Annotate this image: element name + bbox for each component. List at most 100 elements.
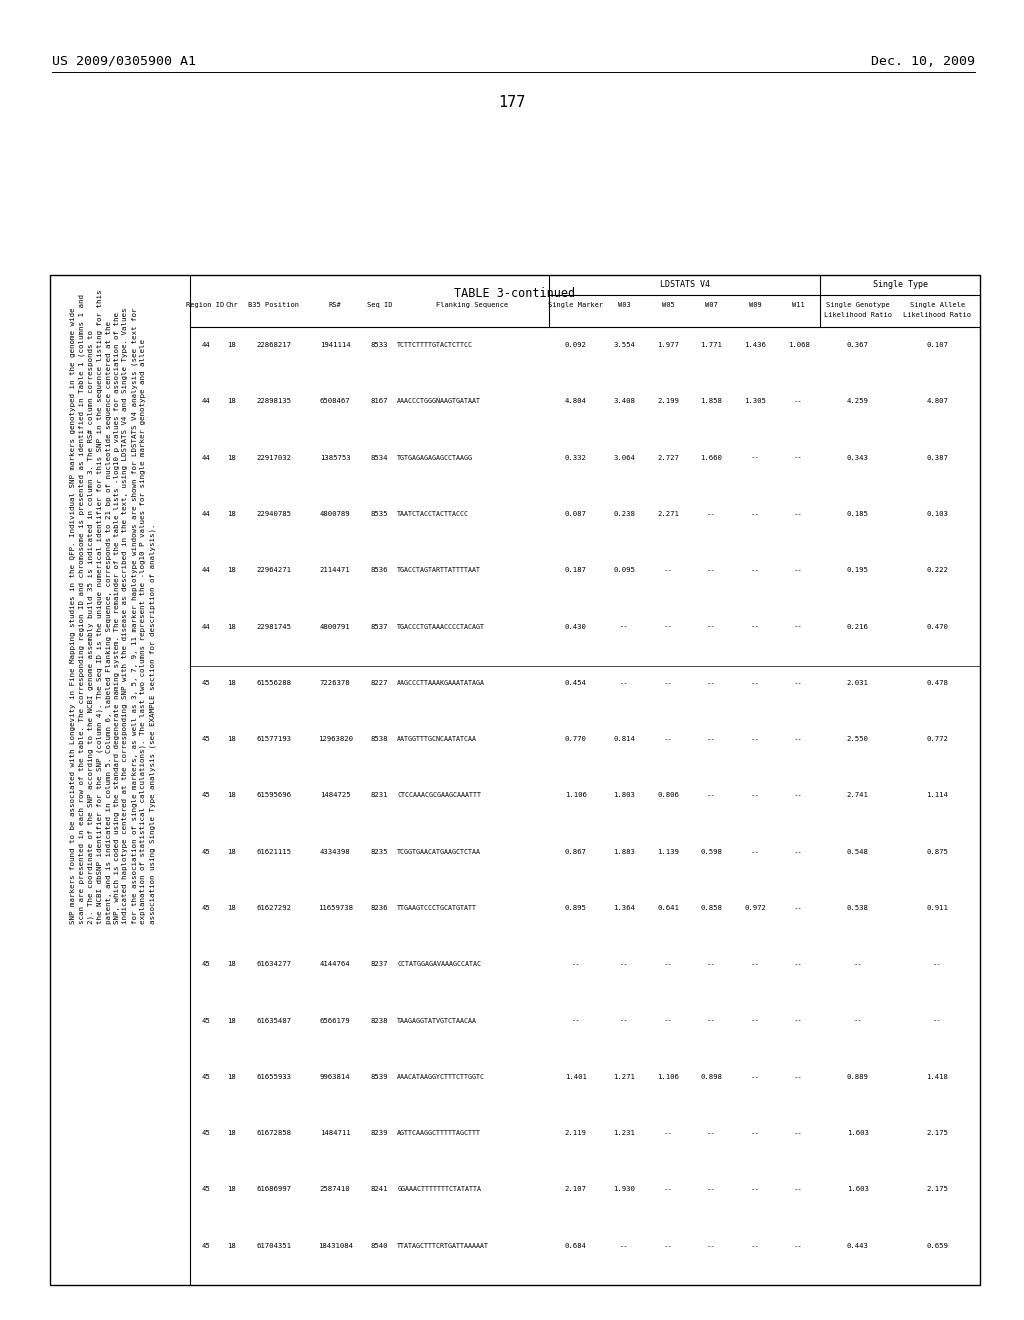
- Text: 8538: 8538: [371, 737, 388, 742]
- Text: --: --: [708, 680, 716, 686]
- Text: 0.806: 0.806: [657, 792, 679, 799]
- Text: --: --: [620, 1018, 629, 1023]
- Text: 8239: 8239: [371, 1130, 388, 1137]
- Text: --: --: [795, 1074, 803, 1080]
- Text: 0.867: 0.867: [564, 849, 587, 855]
- Text: 8534: 8534: [371, 454, 388, 461]
- Text: Chr: Chr: [225, 302, 238, 308]
- Text: 4334398: 4334398: [319, 849, 350, 855]
- Text: 1.930: 1.930: [613, 1187, 635, 1192]
- Text: 177: 177: [499, 95, 525, 110]
- Text: 61634277: 61634277: [256, 961, 292, 968]
- Text: 0.684: 0.684: [564, 1242, 587, 1249]
- Text: TCTTCTTTTGTACTCTTCC: TCTTCTTTTGTACTCTTCC: [397, 342, 473, 348]
- Text: TGACCCTGTAAACCCCTACAGT: TGACCCTGTAAACCCCTACAGT: [397, 623, 485, 630]
- Text: --: --: [751, 1242, 760, 1249]
- Text: 1.068: 1.068: [787, 342, 810, 348]
- Text: 44: 44: [201, 511, 210, 517]
- Text: --: --: [751, 1130, 760, 1137]
- Text: 0.387: 0.387: [927, 454, 948, 461]
- Text: 0.187: 0.187: [564, 568, 587, 573]
- Text: W05: W05: [662, 302, 675, 308]
- Text: 4800789: 4800789: [319, 511, 350, 517]
- Text: 2587410: 2587410: [319, 1187, 350, 1192]
- Text: 1.114: 1.114: [927, 792, 948, 799]
- Text: 0.103: 0.103: [927, 511, 948, 517]
- Text: 0.092: 0.092: [564, 342, 587, 348]
- Text: 6566179: 6566179: [319, 1018, 350, 1023]
- Text: --: --: [751, 454, 760, 461]
- Text: 1.305: 1.305: [744, 399, 766, 404]
- Text: W11: W11: [793, 302, 805, 308]
- Text: 1484725: 1484725: [319, 792, 350, 799]
- Text: 0.858: 0.858: [700, 906, 722, 911]
- Text: 1.271: 1.271: [613, 1074, 635, 1080]
- Text: Flanking Sequence: Flanking Sequence: [436, 302, 508, 308]
- Text: --: --: [664, 1130, 673, 1137]
- Text: 8540: 8540: [371, 1242, 388, 1249]
- Text: Single Allele: Single Allele: [910, 302, 965, 308]
- Text: 1.231: 1.231: [613, 1130, 635, 1137]
- Text: --: --: [620, 680, 629, 686]
- Text: 18: 18: [227, 399, 236, 404]
- Text: CTCCAAACGCGAAGCAAATTT: CTCCAAACGCGAAGCAAATTT: [397, 792, 481, 799]
- Text: 45: 45: [201, 961, 210, 968]
- Text: 61704351: 61704351: [256, 1242, 292, 1249]
- Text: --: --: [664, 623, 673, 630]
- Text: --: --: [708, 1242, 716, 1249]
- Text: --: --: [751, 680, 760, 686]
- Text: --: --: [795, 849, 803, 855]
- Text: 1.139: 1.139: [657, 849, 679, 855]
- Text: --: --: [708, 1187, 716, 1192]
- Text: B35 Position: B35 Position: [249, 302, 299, 308]
- Text: 18: 18: [227, 792, 236, 799]
- Text: TABLE 3-continued: TABLE 3-continued: [455, 286, 575, 300]
- Text: 18: 18: [227, 623, 236, 630]
- Text: 7226378: 7226378: [319, 680, 350, 686]
- Text: Region ID: Region ID: [186, 302, 224, 308]
- Text: 0.972: 0.972: [744, 906, 766, 911]
- Text: --: --: [751, 1187, 760, 1192]
- Text: 0.548: 0.548: [847, 849, 868, 855]
- Text: 0.238: 0.238: [613, 511, 635, 517]
- Text: 9963814: 9963814: [319, 1074, 350, 1080]
- Text: 1.106: 1.106: [564, 792, 587, 799]
- Text: 8231: 8231: [371, 792, 388, 799]
- Text: 0.095: 0.095: [613, 568, 635, 573]
- Text: --: --: [751, 737, 760, 742]
- Text: --: --: [795, 1242, 803, 1249]
- Bar: [50, 275, 980, 1284]
- Text: 0.216: 0.216: [847, 623, 868, 630]
- Text: --: --: [571, 1018, 580, 1023]
- Text: 1.364: 1.364: [613, 906, 635, 911]
- Text: 2.119: 2.119: [564, 1130, 587, 1137]
- Text: 45: 45: [201, 849, 210, 855]
- Text: 8167: 8167: [371, 399, 388, 404]
- Text: --: --: [664, 1018, 673, 1023]
- Text: --: --: [708, 961, 716, 968]
- Text: 44: 44: [201, 342, 210, 348]
- Text: 0.889: 0.889: [847, 1074, 868, 1080]
- Text: Single Marker: Single Marker: [548, 302, 603, 308]
- Text: 61556288: 61556288: [256, 680, 292, 686]
- Text: TTGAAGTCCCTGCATGTATT: TTGAAGTCCCTGCATGTATT: [397, 906, 477, 911]
- Text: 4144764: 4144764: [319, 961, 350, 968]
- Text: --: --: [795, 1187, 803, 1192]
- Text: AAGCCCTTAAAKGAAATATAGA: AAGCCCTTAAAKGAAATATAGA: [397, 680, 485, 686]
- Text: 22940785: 22940785: [256, 511, 292, 517]
- Text: 4.804: 4.804: [564, 399, 587, 404]
- Text: 1.106: 1.106: [657, 1074, 679, 1080]
- Text: AGTTCAAGGCTTTTTAGCTTT: AGTTCAAGGCTTTTTAGCTTT: [397, 1130, 481, 1137]
- Text: 1385753: 1385753: [319, 454, 350, 461]
- Text: 18: 18: [227, 680, 236, 686]
- Text: 3.064: 3.064: [613, 454, 635, 461]
- Text: --: --: [751, 849, 760, 855]
- Text: 0.332: 0.332: [564, 454, 587, 461]
- Text: 1.660: 1.660: [700, 454, 722, 461]
- Text: 1.436: 1.436: [744, 342, 766, 348]
- Text: TAATCTACCTACTTACCC: TAATCTACCTACTTACCC: [397, 511, 469, 517]
- Text: 8241: 8241: [371, 1187, 388, 1192]
- Text: 0.185: 0.185: [847, 511, 868, 517]
- Text: 45: 45: [201, 737, 210, 742]
- Text: 45: 45: [201, 1074, 210, 1080]
